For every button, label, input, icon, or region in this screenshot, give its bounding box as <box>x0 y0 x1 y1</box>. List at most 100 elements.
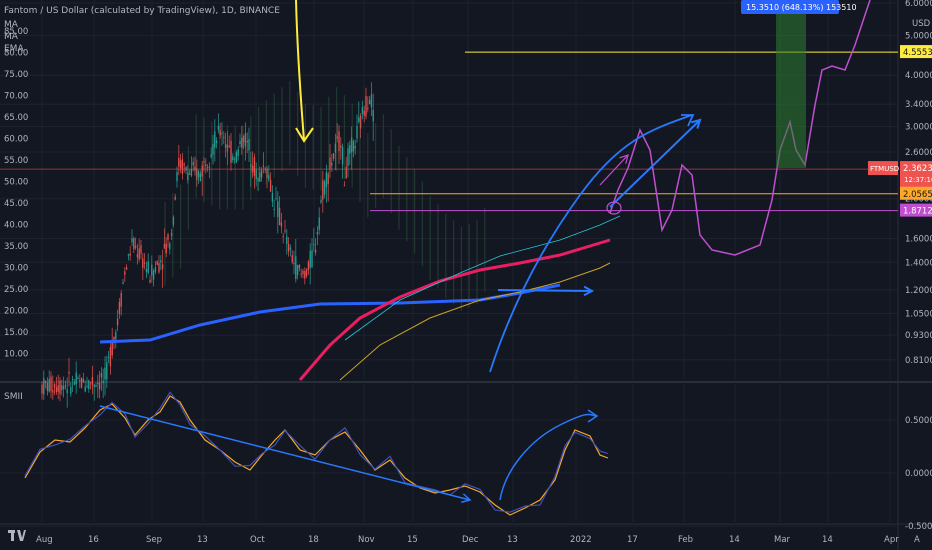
candle-body <box>98 382 101 390</box>
candle-body <box>89 382 92 384</box>
candle-body <box>268 175 270 180</box>
candle-body <box>71 379 74 381</box>
osc-trend-arrow-head <box>461 493 472 503</box>
candle-body <box>73 382 76 385</box>
x-axis-tick: 2022 <box>570 535 592 545</box>
magenta-arrow-head <box>619 154 629 164</box>
candle-body <box>338 131 340 151</box>
candle-body <box>313 244 315 246</box>
indicator-ma-2[interactable]: MA <box>4 32 18 42</box>
candle-body <box>217 125 220 130</box>
candle-body <box>259 172 261 182</box>
candle-body <box>46 382 49 391</box>
candle-body <box>246 140 248 143</box>
candle-body <box>356 126 358 139</box>
candle-body <box>273 208 275 210</box>
candle-body <box>120 292 122 307</box>
left-axis-tick: 55.00 <box>4 156 28 166</box>
candle-body <box>59 380 61 394</box>
oscillator-label: SMII <box>4 392 23 402</box>
candle-body <box>203 161 205 163</box>
candle-body <box>61 385 63 390</box>
candle-body <box>160 260 162 263</box>
blue-arrow-up <box>609 119 701 208</box>
yellow-arrow <box>295 0 305 141</box>
measure-range-box <box>776 0 806 168</box>
candle-body <box>223 136 225 138</box>
candle-body <box>287 243 290 252</box>
candle-body <box>183 163 185 166</box>
indicator-ma-1[interactable]: MA <box>4 20 18 30</box>
right-axis-tick: 0.9300 <box>905 331 932 341</box>
candle-body <box>104 367 106 380</box>
measure-label-text: 15.3510 (648.13%) 153510 <box>746 3 857 12</box>
price-level-box <box>900 45 932 59</box>
left-axis-tick: 50.00 <box>4 178 28 188</box>
right-axis-tick: 1.6000 <box>905 235 932 245</box>
right-axis-tick: 1.4000 <box>905 258 932 268</box>
ema-line <box>339 262 611 381</box>
candle-body <box>237 149 239 156</box>
x-axis-tick: 18 <box>308 535 319 545</box>
candle-body <box>111 340 113 356</box>
candle-body <box>232 156 234 161</box>
candle-body <box>295 256 297 280</box>
right-axis-tick: 1.2000 <box>905 286 932 296</box>
candle-body <box>163 243 166 249</box>
candle-body <box>143 262 146 264</box>
osc-curve-arrow <box>499 413 597 501</box>
candle-body <box>327 173 329 185</box>
candle-body <box>77 377 79 380</box>
candle-body <box>124 271 126 275</box>
candle-body <box>62 385 65 390</box>
candle-body <box>291 255 293 263</box>
osc-trend-arrow <box>99 405 471 501</box>
candle-body <box>197 171 200 178</box>
yellow-arrow-head <box>295 127 314 143</box>
auto-scale-button[interactable]: A <box>914 535 920 545</box>
candle-body <box>151 264 153 276</box>
candle-body <box>372 109 374 122</box>
candle-body <box>93 384 95 387</box>
candle-body <box>199 173 202 182</box>
indicator-ema[interactable]: EMA <box>4 44 24 54</box>
right-axis-tick: 0.8100 <box>905 356 932 366</box>
last-price-label: 2.3623 <box>903 164 932 174</box>
candle-body <box>129 253 131 256</box>
candle-body <box>242 135 245 143</box>
left-axis-tick: 85.00 <box>4 27 28 37</box>
left-axis-tick: 80.00 <box>4 49 28 59</box>
ma-long-line <box>99 283 561 344</box>
price-level-label: 4.5553 <box>903 48 932 58</box>
candle-body <box>70 387 72 394</box>
candle-body <box>304 271 306 279</box>
candle-body <box>352 141 355 152</box>
left-axis-tick: 45.00 <box>4 199 28 209</box>
candle-body <box>161 264 164 269</box>
right-axis-tick: 6.0000 <box>905 0 932 9</box>
candles <box>41 82 374 408</box>
candle-body <box>235 152 238 163</box>
candle-body <box>196 168 198 180</box>
candle-body <box>214 131 216 148</box>
candle-body <box>176 172 178 182</box>
candle-body <box>309 250 311 268</box>
candle-body <box>215 140 218 143</box>
candle-body <box>329 157 331 170</box>
candle-body <box>367 107 369 109</box>
candle-body <box>302 270 304 274</box>
candle-body <box>278 207 281 226</box>
osc-main-line <box>24 391 609 513</box>
candle-body <box>347 148 349 166</box>
osc-axis-tick: -0.5000 <box>905 522 932 532</box>
candle-body <box>311 250 313 268</box>
measure-label-box <box>741 0 839 14</box>
candle-body <box>109 347 112 366</box>
candle-body <box>127 253 130 256</box>
candle-body <box>368 99 371 105</box>
left-axis-tick: 40.00 <box>4 221 28 231</box>
candle-body <box>354 146 356 149</box>
x-axis-tick: Feb <box>678 535 693 545</box>
candle-body <box>118 302 121 314</box>
